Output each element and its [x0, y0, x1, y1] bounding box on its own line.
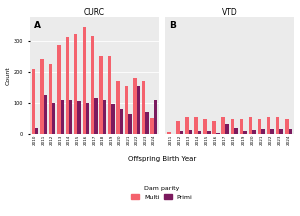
Bar — [276, 117, 280, 134]
Bar — [35, 128, 38, 134]
Bar — [86, 103, 89, 134]
Bar — [32, 69, 35, 134]
Bar — [234, 128, 238, 134]
Bar — [94, 98, 98, 134]
Bar — [212, 121, 216, 134]
Bar — [203, 119, 207, 134]
Bar — [49, 64, 52, 134]
Bar — [142, 81, 145, 134]
Bar — [128, 114, 132, 134]
Title: VTD: VTD — [222, 8, 238, 16]
Bar — [270, 129, 274, 134]
Bar — [225, 124, 229, 134]
Bar — [150, 118, 154, 134]
Title: CURC: CURC — [84, 8, 105, 16]
Bar — [176, 121, 180, 134]
Text: A: A — [34, 21, 41, 30]
Bar — [61, 100, 64, 134]
Bar — [44, 95, 47, 134]
Bar — [221, 117, 225, 134]
Bar — [120, 109, 123, 134]
Bar — [230, 119, 234, 134]
Bar — [240, 119, 243, 134]
Bar — [167, 132, 171, 134]
Bar — [137, 86, 140, 134]
Bar — [207, 131, 211, 134]
Bar — [108, 56, 111, 134]
Bar — [134, 78, 137, 134]
Bar — [74, 34, 77, 134]
Bar — [77, 101, 81, 134]
Bar — [185, 117, 189, 134]
Text: B: B — [169, 21, 176, 30]
Legend: Multi, Primi: Multi, Primi — [131, 186, 193, 200]
Bar — [243, 131, 247, 134]
Bar — [103, 100, 106, 134]
Bar — [154, 100, 157, 134]
Bar — [280, 129, 283, 134]
Bar — [40, 59, 44, 134]
Bar — [258, 119, 261, 134]
Bar — [267, 117, 270, 134]
Bar — [289, 129, 292, 134]
Bar — [111, 104, 115, 134]
Bar — [52, 103, 56, 134]
Bar — [125, 86, 128, 134]
Bar — [145, 112, 148, 134]
Bar — [116, 81, 120, 134]
Bar — [57, 45, 61, 134]
Bar — [249, 117, 252, 134]
Bar — [252, 130, 256, 134]
Bar — [66, 38, 69, 134]
Bar — [100, 56, 103, 134]
Bar — [91, 36, 94, 134]
Bar — [216, 133, 220, 134]
Bar — [180, 131, 183, 134]
Bar — [194, 117, 198, 134]
Bar — [69, 100, 72, 134]
Bar — [198, 131, 202, 134]
Y-axis label: Count: Count — [6, 66, 11, 85]
Bar — [82, 27, 86, 134]
Text: Offspring Birth Year: Offspring Birth Year — [128, 156, 196, 162]
Bar — [189, 130, 192, 134]
Bar — [261, 129, 265, 134]
Bar — [285, 119, 289, 134]
